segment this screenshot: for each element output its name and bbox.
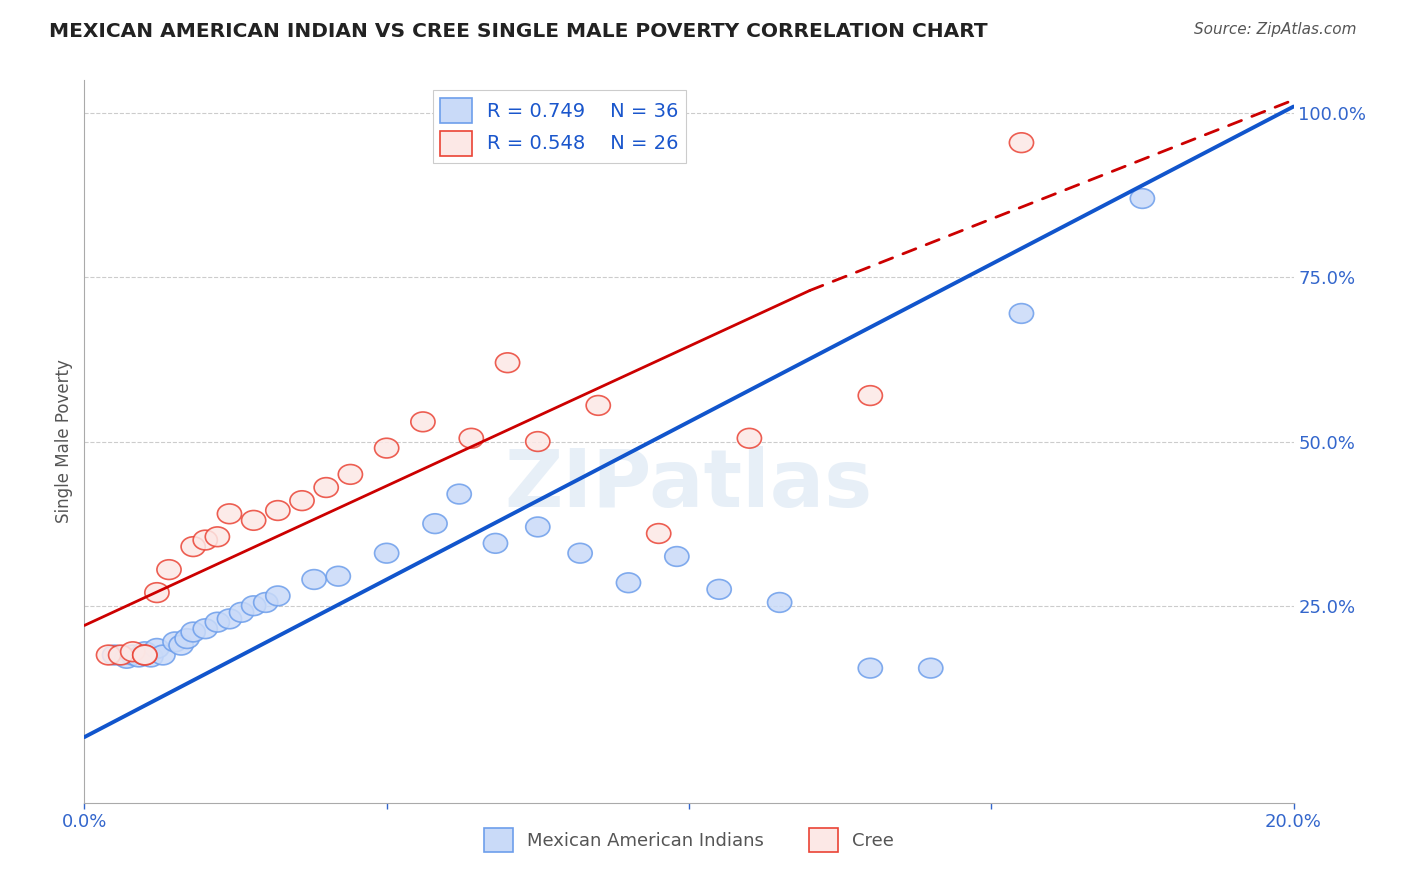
Ellipse shape: [139, 647, 163, 667]
Ellipse shape: [115, 648, 139, 668]
Ellipse shape: [169, 635, 193, 655]
Ellipse shape: [145, 639, 169, 658]
Ellipse shape: [568, 543, 592, 563]
Ellipse shape: [127, 647, 150, 667]
Ellipse shape: [616, 573, 641, 592]
Ellipse shape: [97, 645, 121, 665]
Ellipse shape: [374, 543, 399, 563]
Ellipse shape: [737, 428, 762, 448]
Ellipse shape: [495, 353, 520, 373]
Ellipse shape: [326, 566, 350, 586]
Ellipse shape: [447, 484, 471, 504]
Ellipse shape: [205, 612, 229, 632]
Ellipse shape: [290, 491, 314, 510]
Ellipse shape: [145, 582, 169, 602]
Ellipse shape: [647, 524, 671, 543]
Ellipse shape: [1010, 133, 1033, 153]
Ellipse shape: [157, 560, 181, 580]
Ellipse shape: [229, 602, 253, 623]
Ellipse shape: [858, 385, 883, 405]
Ellipse shape: [132, 645, 157, 665]
Ellipse shape: [132, 642, 157, 662]
Ellipse shape: [339, 465, 363, 484]
Ellipse shape: [242, 596, 266, 615]
Ellipse shape: [121, 645, 145, 665]
Ellipse shape: [768, 592, 792, 612]
Ellipse shape: [121, 642, 145, 662]
Ellipse shape: [411, 412, 434, 432]
Ellipse shape: [193, 619, 218, 639]
Ellipse shape: [1130, 188, 1154, 209]
Ellipse shape: [586, 395, 610, 416]
Ellipse shape: [266, 586, 290, 606]
Ellipse shape: [181, 623, 205, 642]
Ellipse shape: [484, 533, 508, 553]
Text: ZIPatlas: ZIPatlas: [505, 446, 873, 524]
Y-axis label: Single Male Poverty: Single Male Poverty: [55, 359, 73, 524]
Ellipse shape: [460, 428, 484, 448]
Ellipse shape: [253, 592, 278, 612]
Ellipse shape: [1010, 303, 1033, 323]
Ellipse shape: [205, 527, 229, 547]
Ellipse shape: [918, 658, 943, 678]
Ellipse shape: [181, 537, 205, 557]
Ellipse shape: [526, 517, 550, 537]
Ellipse shape: [132, 645, 157, 665]
Legend: Mexican American Indians, Cree: Mexican American Indians, Cree: [477, 822, 901, 859]
Ellipse shape: [176, 629, 200, 648]
Ellipse shape: [103, 645, 127, 665]
Ellipse shape: [266, 500, 290, 520]
Ellipse shape: [218, 609, 242, 629]
Ellipse shape: [242, 510, 266, 530]
Ellipse shape: [193, 530, 218, 549]
Text: Source: ZipAtlas.com: Source: ZipAtlas.com: [1194, 22, 1357, 37]
Ellipse shape: [163, 632, 187, 652]
Ellipse shape: [108, 645, 132, 665]
Ellipse shape: [858, 658, 883, 678]
Ellipse shape: [314, 477, 339, 498]
Ellipse shape: [423, 514, 447, 533]
Ellipse shape: [526, 432, 550, 451]
Ellipse shape: [132, 645, 157, 665]
Text: MEXICAN AMERICAN INDIAN VS CREE SINGLE MALE POVERTY CORRELATION CHART: MEXICAN AMERICAN INDIAN VS CREE SINGLE M…: [49, 22, 988, 41]
Ellipse shape: [665, 547, 689, 566]
Ellipse shape: [374, 438, 399, 458]
Ellipse shape: [150, 645, 176, 665]
Ellipse shape: [218, 504, 242, 524]
Ellipse shape: [707, 580, 731, 599]
Ellipse shape: [302, 570, 326, 590]
